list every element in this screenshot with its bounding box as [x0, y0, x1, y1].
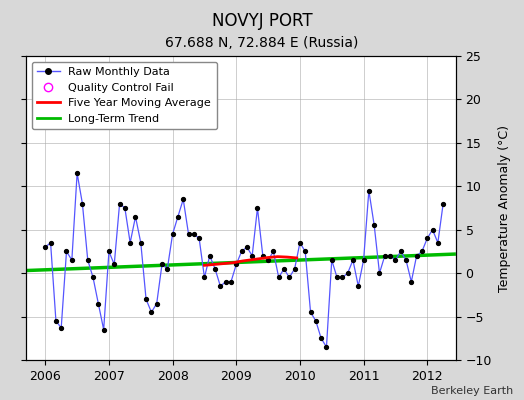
- Text: NOVYJ PORT: NOVYJ PORT: [212, 12, 312, 30]
- Y-axis label: Temperature Anomaly (°C): Temperature Anomaly (°C): [497, 124, 510, 292]
- Text: Berkeley Earth: Berkeley Earth: [431, 386, 514, 396]
- Text: 67.688 N, 72.884 E (Russia): 67.688 N, 72.884 E (Russia): [165, 36, 359, 50]
- Legend: Raw Monthly Data, Quality Control Fail, Five Year Moving Average, Long-Term Tren: Raw Monthly Data, Quality Control Fail, …: [32, 62, 217, 129]
